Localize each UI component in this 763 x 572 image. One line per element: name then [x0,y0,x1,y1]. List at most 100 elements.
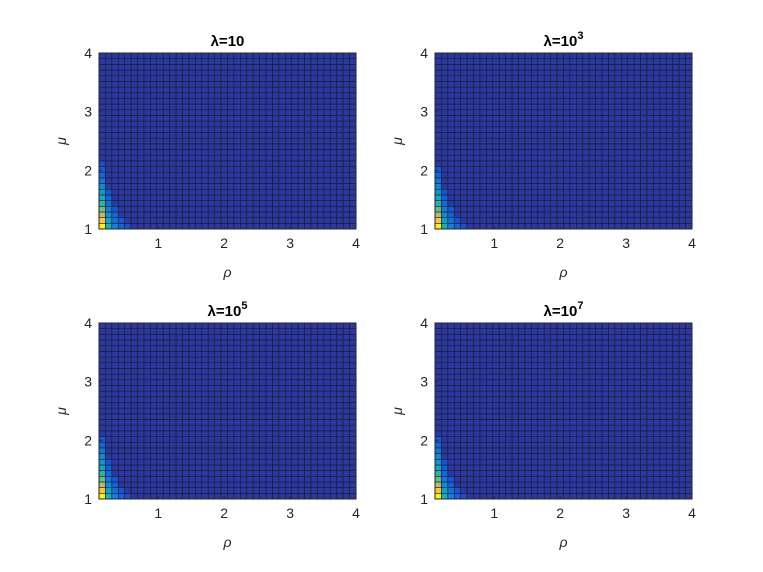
heatmap-cell [659,436,667,443]
heatmap-cell [473,109,481,116]
heatmap-cell [265,373,273,381]
heatmap-cell [310,385,318,392]
heatmap-cell [453,430,461,437]
heatmap-cell [297,458,305,466]
heatmap-cell [498,109,506,116]
heatmap-cell [336,86,344,94]
heatmap-cell [336,223,344,230]
heatmap-cell [556,86,564,94]
heatmap-cell [310,402,318,409]
heatmap-cell [98,447,106,454]
heatmap-cell [550,58,558,65]
heatmap-cell [188,470,196,477]
heatmap-cell [214,115,222,122]
heatmap-cell [252,120,260,128]
heatmap-cell [156,109,164,116]
heatmap-cell [498,334,506,341]
heatmap-cell [342,103,350,111]
heatmap-cell [531,379,539,386]
heatmap-cell [336,64,344,71]
heatmap-cell [473,143,481,150]
heatmap-cell [143,177,151,184]
heatmap-cell [278,69,286,77]
heatmap-cell [156,188,164,196]
heatmap-cell [175,407,183,415]
heatmap-cell [543,92,551,99]
heatmap-cell [240,453,248,460]
heatmap-cell [310,441,318,449]
heatmap-cell [98,419,106,426]
heatmap-cell [659,464,667,471]
heatmap-cell [621,58,629,65]
heatmap-cell [453,200,461,207]
heatmap-cell [614,137,622,145]
heatmap-cell [505,487,513,494]
heatmap-cell [201,205,209,213]
heatmap-cell [329,154,338,162]
heatmap-cell [201,64,209,71]
heatmap-cell [576,98,584,105]
heatmap-cell [588,211,596,218]
heatmap-cell [550,458,558,466]
heatmap-cell [453,188,461,196]
heatmap-cell [563,407,571,415]
heatmap-cell [310,103,318,111]
heatmap-cell [304,81,312,88]
heatmap-cell [672,132,680,139]
heatmap-cell [291,436,299,443]
heatmap-cell [588,188,596,196]
heatmap-cell [291,211,299,218]
heatmap-cell [143,345,151,352]
heatmap-cell [342,487,350,494]
heatmap-cell [304,441,312,449]
heatmap-cell [342,98,350,105]
heatmap-cell [672,470,680,477]
heatmap-cell [342,81,350,88]
heatmap-cell [259,183,267,190]
heatmap-cell [524,52,532,59]
heatmap-cell [304,171,312,179]
heatmap-cell [246,211,254,218]
heatmap-cell [453,160,461,167]
heatmap-cell [207,154,215,162]
heatmap-cell [162,149,170,156]
heatmap-cell [130,334,138,341]
heatmap-cell [595,436,603,443]
heatmap-cell [297,109,305,116]
heatmap-cell [633,126,641,133]
heatmap-cell [479,81,487,88]
heatmap-cell [297,126,305,133]
heatmap-cell [653,334,661,341]
heatmap-cell [608,351,616,358]
heatmap-cell [486,205,494,213]
heatmap-cell [329,493,338,500]
heatmap-cell [252,470,260,477]
heatmap-cell [498,98,506,105]
heatmap-cell [342,115,350,122]
heatmap-cell [98,205,106,213]
heatmap-cell [317,132,325,139]
heatmap-cell [466,171,474,179]
heatmap-cell [441,103,449,111]
heatmap-cell [576,109,584,116]
heatmap-cell [601,447,609,454]
heatmap-cell [531,223,539,230]
heatmap-cell [543,328,551,335]
heatmap-cell [543,200,551,207]
heatmap-cell [646,115,654,122]
heatmap-cell [265,356,273,364]
heatmap-cell [524,413,532,420]
heatmap-cell [447,322,455,329]
heatmap-cell [188,345,196,352]
heatmap-cell [531,171,539,179]
heatmap-cell [272,481,280,488]
heatmap-cell [685,171,693,179]
heatmap-cell [653,149,661,156]
heatmap-cell [111,379,119,386]
heatmap-cell [563,390,571,398]
heatmap-cell [447,334,455,341]
heatmap-cell [195,351,203,358]
heatmap-cell [563,58,571,65]
heatmap-cell [569,390,577,398]
heatmap-cell [665,132,674,139]
